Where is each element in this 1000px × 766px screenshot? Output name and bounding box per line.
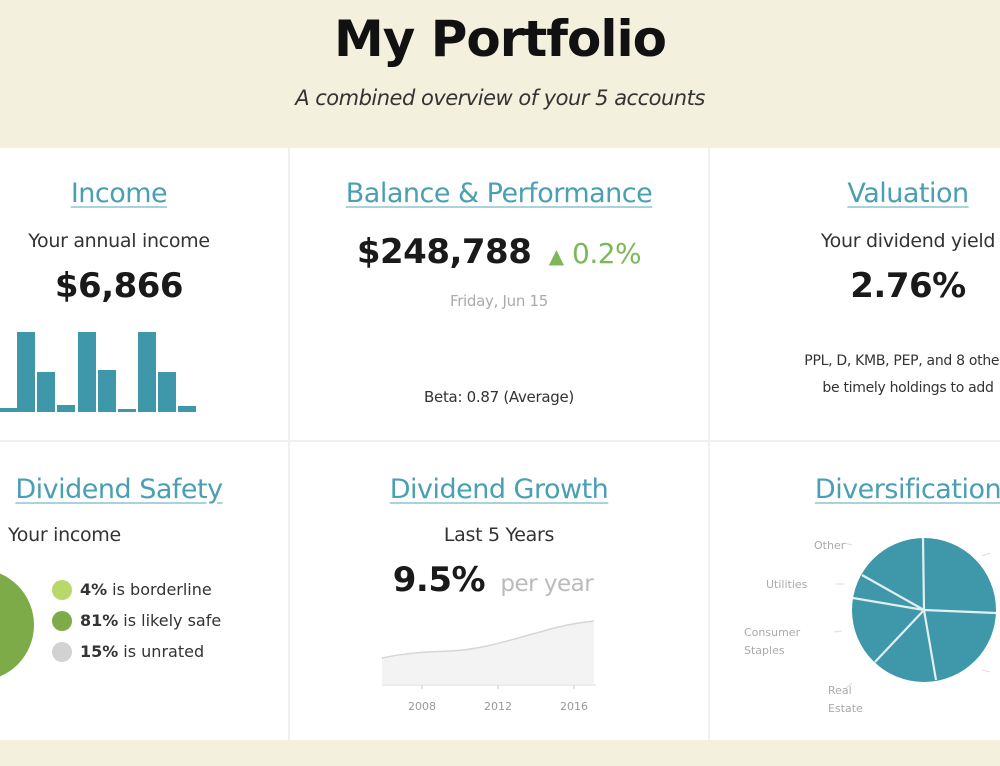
balance-date: Friday, Jun 15 (449, 292, 549, 310)
x-tick: 2012 (484, 700, 512, 713)
growth-title-link[interactable]: Dividend Growth (389, 474, 609, 505)
legend-label: is borderline (112, 580, 212, 599)
growth-subtitle: Last 5 Years (443, 524, 555, 546)
income-title-link[interactable]: Income (70, 178, 168, 209)
page-subtitle: A combined overview of your 5 accounts (295, 86, 705, 110)
legend-pct: 4% (80, 580, 108, 599)
growth-value-row: 9.5% per year (290, 560, 708, 600)
income-card: Income Your annual income $6,866 (0, 148, 288, 440)
page-header: My Portfolio A combined overview of your… (0, 0, 1000, 148)
balance-value-row: $248,788 ▲ 0.2% (290, 232, 708, 272)
balance-change-value: 0.2% (572, 237, 642, 270)
safety-card: Dividend Safety Your income 4% is border… (0, 442, 288, 740)
balance-title-link[interactable]: Balance & Performance (345, 178, 653, 209)
safety-legend: 4% is borderline 81% is likely safe 15% … (52, 574, 221, 667)
unrated-dot-icon (52, 641, 72, 662)
valuation-value: 2.76% (850, 266, 966, 306)
diversification-pie-chart[interactable]: Other Utilities Consumer Staples Real Es… (710, 532, 1000, 732)
legend-label: is unrated (123, 642, 205, 661)
likely-safe-dot-icon (52, 610, 72, 631)
income-subtitle: Your annual income (28, 230, 210, 252)
triangle-up-icon: ▲ (548, 244, 564, 268)
legend-pct: 15% (80, 642, 119, 661)
balance-card: Balance & Performance $248,788 ▲ 0.2% Fr… (290, 148, 708, 440)
balance-value: $248,788 (356, 232, 532, 272)
valuation-subtitle: Your dividend yield (820, 230, 996, 252)
pie-label-utilities: Utilities (766, 578, 808, 591)
page-title: My Portfolio (333, 10, 667, 68)
divider (0, 440, 1000, 442)
valuation-note-line1: PPL, D, KMB, PEP, and 8 others (804, 353, 1000, 369)
pie-label-other: Other (814, 539, 846, 552)
legend-item-unrated: 15% is unrated (52, 636, 221, 667)
legend-pct: 81% (80, 611, 119, 630)
pie-label-real: Real (828, 684, 852, 697)
income-value: $6,866 (54, 266, 184, 306)
valuation-note-line2: be timely holdings to add (822, 380, 994, 396)
legend-label: is likely safe (123, 611, 222, 630)
growth-unit: per year (500, 571, 594, 597)
growth-area-chart[interactable]: 2008 2012 2016 (380, 618, 610, 718)
dashboard-grid: Income Your annual income $6,866 Balance… (0, 148, 1000, 740)
safety-subtitle: Your income (8, 524, 121, 546)
diversification-card: Diversification Other Utilities Co (710, 442, 1000, 740)
legend-item-likely-safe: 81% is likely safe (52, 605, 221, 636)
legend-item-borderline: 4% is borderline (52, 574, 221, 605)
divider (288, 148, 290, 740)
pie-label-consumer: Consumer (744, 626, 801, 639)
x-tick: 2008 (408, 700, 436, 713)
pie-label-staples: Staples (744, 644, 785, 657)
valuation-card: Valuation Your dividend yield 2.76% PPL,… (710, 148, 1000, 440)
borderline-dot-icon (52, 579, 72, 600)
valuation-title-link[interactable]: Valuation (847, 178, 969, 209)
growth-value: 9.5% (392, 560, 486, 600)
balance-change: ▲ 0.2% (548, 237, 642, 270)
diversification-title-link[interactable]: Diversification (814, 474, 1000, 505)
x-tick: 2016 (560, 700, 588, 713)
growth-card: Dividend Growth Last 5 Years 9.5% per ye… (290, 442, 708, 740)
divider (708, 148, 710, 740)
safety-donut-chart[interactable] (0, 560, 50, 690)
balance-beta: Beta: 0.87 (Average) (424, 388, 574, 406)
safety-title-link[interactable]: Dividend Safety (15, 474, 223, 505)
pie-label-estate: Estate (828, 702, 863, 715)
income-bar-chart[interactable] (0, 326, 210, 414)
